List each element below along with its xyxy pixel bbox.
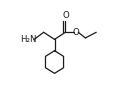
Text: O: O	[73, 28, 80, 37]
Text: H₂N: H₂N	[20, 35, 37, 44]
Text: O: O	[62, 11, 69, 20]
